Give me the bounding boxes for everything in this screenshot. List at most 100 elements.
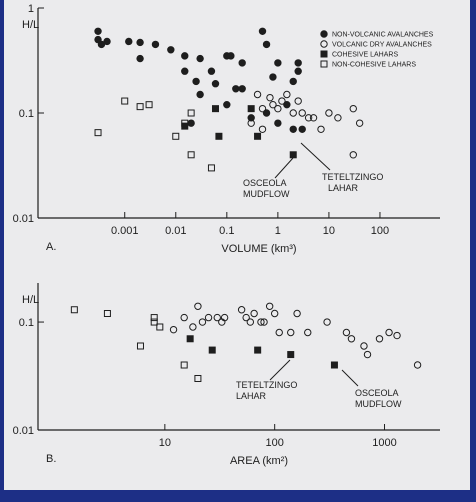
annotation-arrow <box>300 142 331 171</box>
panel-label: A. <box>46 241 56 253</box>
point <box>204 313 213 322</box>
point <box>136 103 144 111</box>
point <box>215 132 223 140</box>
point <box>208 346 216 354</box>
point <box>283 90 291 99</box>
point <box>194 302 202 310</box>
annotation-arrow <box>341 369 359 387</box>
point <box>294 67 302 75</box>
point <box>258 125 267 133</box>
point <box>325 109 333 117</box>
point <box>309 114 318 122</box>
point <box>283 100 291 109</box>
point <box>181 119 189 127</box>
point <box>247 114 255 122</box>
point <box>238 59 246 67</box>
point <box>360 342 368 350</box>
point <box>237 306 246 314</box>
point <box>136 38 144 47</box>
point <box>246 318 255 326</box>
point <box>180 361 188 369</box>
point <box>304 114 313 122</box>
y-tick-label: 1 <box>28 3 34 15</box>
point <box>94 129 102 137</box>
point <box>375 335 384 343</box>
point <box>189 323 197 331</box>
point <box>70 306 78 314</box>
legend-marker <box>320 40 328 48</box>
panel-label: B. <box>46 453 56 465</box>
x-tick-label: 0.01 <box>165 225 186 237</box>
legend-label: NON-VOLCANIC AVALANCHES <box>332 32 434 39</box>
point <box>298 125 306 133</box>
point <box>330 361 338 369</box>
x-tick-label: 100 <box>371 225 389 237</box>
point <box>289 109 297 117</box>
point <box>269 73 277 81</box>
point <box>349 151 357 159</box>
point <box>181 52 189 60</box>
point <box>223 100 231 109</box>
point <box>287 328 295 337</box>
point <box>186 335 194 343</box>
point <box>317 125 325 133</box>
point <box>413 361 422 369</box>
point <box>289 125 297 133</box>
point <box>150 314 158 322</box>
point <box>196 54 204 63</box>
point <box>167 46 175 54</box>
point <box>289 151 297 159</box>
y-axis-label: H/L <box>22 294 39 306</box>
point <box>198 318 207 326</box>
point <box>260 318 268 326</box>
point <box>274 59 282 67</box>
x-tick-label: 100 <box>266 437 284 449</box>
x-tick-label: 1000 <box>372 437 396 449</box>
point <box>393 331 401 340</box>
point <box>304 328 312 337</box>
point <box>298 109 306 117</box>
point <box>172 132 180 140</box>
x-axis-label: AREA (km²) <box>230 455 288 467</box>
point <box>103 37 111 46</box>
legend-marker <box>320 60 328 68</box>
legend-label: VOLCANIC DRY AVALANCHES <box>332 42 432 49</box>
point <box>262 40 271 49</box>
y-tick-label: 0.1 <box>19 317 34 329</box>
point <box>289 77 297 86</box>
point <box>187 119 195 127</box>
point <box>287 351 295 359</box>
point <box>94 27 102 35</box>
annotation: TETELTZINGO LAHAR <box>322 172 383 193</box>
legend-marker <box>320 30 328 38</box>
point <box>254 132 262 140</box>
point <box>150 318 158 326</box>
point <box>125 37 133 46</box>
point <box>254 346 262 354</box>
point <box>342 328 351 337</box>
point <box>232 85 240 93</box>
point <box>181 67 189 75</box>
point <box>187 109 195 117</box>
point <box>247 119 255 127</box>
panel-background <box>4 0 470 490</box>
point <box>136 54 144 63</box>
point <box>97 40 106 49</box>
annotation-arrow <box>274 157 294 179</box>
annotation: OSCEOLA MUDFLOW <box>355 388 402 409</box>
point <box>227 52 235 60</box>
point <box>265 302 274 310</box>
point <box>269 100 277 109</box>
y-tick-label: 0.1 <box>19 108 34 120</box>
point <box>257 318 265 326</box>
x-axis-label: VOLUME (km³) <box>221 243 296 255</box>
legend-label: NON-COHESIVE LAHARS <box>332 62 416 69</box>
point <box>258 104 267 113</box>
x-tick-label: 10 <box>159 437 171 449</box>
point <box>220 313 229 322</box>
point <box>180 313 188 322</box>
point <box>293 309 301 318</box>
point <box>151 40 160 49</box>
x-tick-label: 1 <box>275 225 281 237</box>
